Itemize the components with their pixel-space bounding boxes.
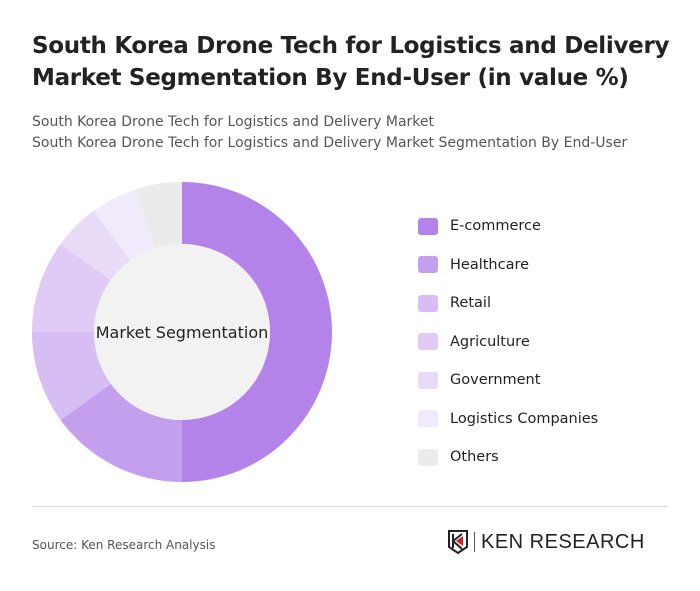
legend-item: Logistics Companies — [418, 400, 598, 439]
legend-label: E-commerce — [450, 218, 541, 235]
legend-swatch — [418, 448, 438, 466]
legend-swatch — [418, 410, 438, 428]
legend-label: Others — [450, 449, 499, 466]
donut-chart: Market Segmentation — [32, 182, 332, 482]
legend-item: Healthcare — [418, 246, 598, 285]
center-label: Market Segmentation — [96, 323, 269, 342]
divider — [32, 506, 668, 507]
slice-e-commerce — [182, 182, 332, 482]
legend-swatch — [418, 333, 438, 351]
legend-item: Others — [418, 438, 598, 477]
legend-swatch — [418, 294, 438, 312]
legend-label: Retail — [450, 295, 491, 312]
chart-title: South Korea Drone Tech for Logistics and… — [32, 33, 670, 91]
legend-item: Agriculture — [418, 323, 598, 362]
legend-item: Retail — [418, 284, 598, 323]
legend-label: Healthcare — [450, 256, 530, 273]
source-text: Source: Ken Research Analysis — [32, 538, 216, 552]
slice-others — [135, 182, 182, 249]
slice-healthcare — [60, 383, 183, 482]
legend-swatch — [418, 371, 438, 389]
slice-logistics-companies — [93, 189, 155, 261]
donut-hole — [94, 244, 270, 420]
legend-item: E-commerce — [418, 207, 598, 246]
slice-retail — [32, 332, 111, 421]
legend-item: Government — [418, 361, 598, 400]
legend-label: Agriculture — [450, 333, 530, 350]
subtitle-2: South Korea Drone Tech for Logistics and… — [32, 135, 628, 151]
slice-government — [60, 210, 131, 281]
legend: E-commerce Healthcare Retail Agriculture Gov… — [418, 207, 598, 477]
ken-research-logo: KEN RESEARCH — [448, 530, 645, 554]
ken-logo-icon — [448, 530, 468, 554]
legend-label: Government — [450, 372, 541, 389]
legend-swatch — [418, 217, 438, 235]
subtitle-1: South Korea Drone Tech for Logistics and… — [32, 114, 435, 130]
legend-label: Logistics Companies — [450, 410, 599, 427]
logo-text: KEN RESEARCH — [474, 532, 645, 552]
slice-agriculture — [32, 243, 111, 332]
legend-swatch — [418, 256, 438, 274]
